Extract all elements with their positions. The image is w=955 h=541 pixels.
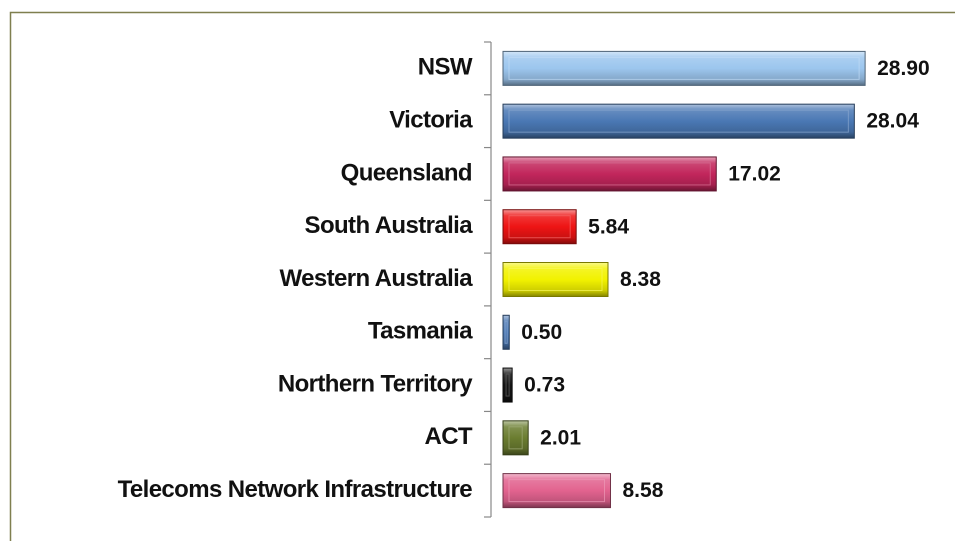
- value-label: 8.58: [623, 479, 664, 502]
- bar: [502, 50, 866, 86]
- bar-bevel: [508, 426, 523, 450]
- value-label: 2.01: [540, 426, 581, 449]
- bar-bevel: [508, 268, 603, 291]
- category-label: Queensland: [341, 159, 472, 186]
- bar-bevel: [508, 479, 606, 503]
- value-label: 28.90: [877, 57, 930, 80]
- value-label: 0.50: [521, 321, 562, 344]
- category-label: Western Australia: [279, 265, 473, 292]
- value-label: 8.38: [620, 268, 661, 291]
- bar-bevel: [508, 109, 849, 133]
- category-label: Northern Territory: [278, 370, 473, 397]
- bar: [502, 103, 855, 139]
- bar: [502, 420, 529, 456]
- category-label: NSW: [418, 54, 473, 81]
- category-label: Victoria: [389, 107, 473, 134]
- bar-bevel: [505, 373, 510, 397]
- bar: [502, 156, 717, 192]
- category-label: South Australia: [305, 212, 474, 239]
- bar: [502, 262, 609, 297]
- value-label: 0.73: [524, 374, 565, 397]
- bar: [502, 314, 510, 350]
- bar-bevel: [508, 56, 860, 80]
- bar-bevel: [504, 320, 508, 344]
- value-label: 5.84: [588, 215, 629, 238]
- category-label: ACT: [424, 423, 472, 450]
- bar: [502, 473, 612, 509]
- bar-bevel: [508, 162, 711, 186]
- bar-bevel: [508, 215, 571, 239]
- category-label: Tasmania: [368, 318, 473, 345]
- chart-frame: [9, 11, 955, 541]
- value-label: 17.02: [728, 162, 781, 185]
- bar: [502, 209, 577, 245]
- bar: [502, 367, 513, 403]
- value-label: 28.04: [866, 110, 919, 133]
- category-label: Telecoms Network Infrastructure: [118, 476, 473, 503]
